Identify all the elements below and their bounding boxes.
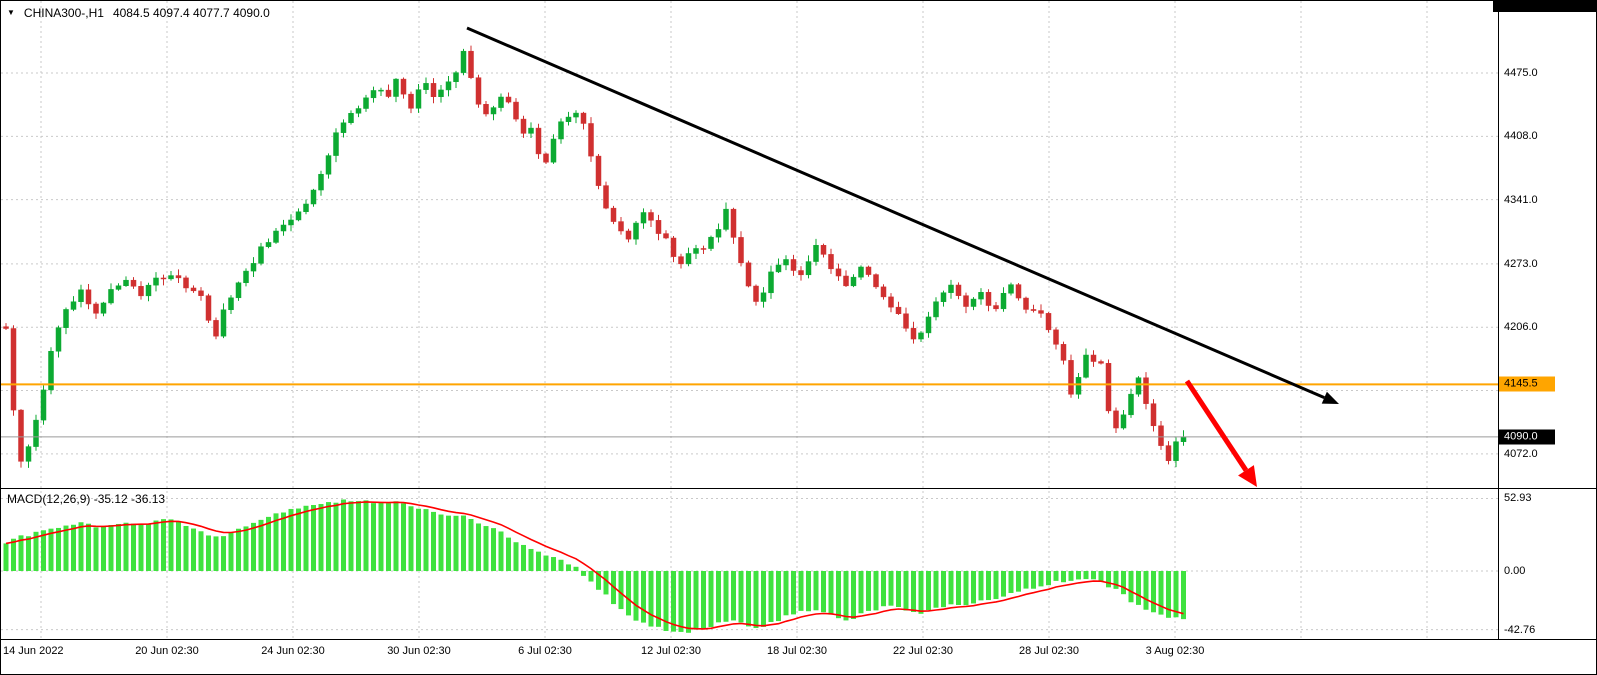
time-axis-label: 24 Jun 02:30 bbox=[261, 645, 325, 657]
price-axis-label: 4206.0 bbox=[1504, 321, 1538, 334]
current-price-badge: 4090.0 bbox=[1499, 429, 1555, 445]
orange-price-badge: 4145.5 bbox=[1499, 376, 1555, 392]
macd-indicator-label: MACD(12,26,9) -35.12 -36.13 bbox=[7, 492, 166, 506]
ohlc-values-label: 4084.5 4097.4 4077.7 4090.0 bbox=[112, 6, 270, 20]
time-axis-label: 28 Jul 02:30 bbox=[1019, 645, 1079, 657]
dropdown-triangle-icon[interactable]: ▼ bbox=[7, 8, 15, 17]
time-axis-label: 20 Jun 02:30 bbox=[135, 645, 199, 657]
price-axis-label: 4273.0 bbox=[1504, 257, 1538, 270]
chart-title: ▼ CHINA300-,H1 4084.5 4097.4 4077.7 4090… bbox=[7, 6, 270, 20]
macd-axis-label: -42.76 bbox=[1504, 623, 1536, 636]
corner-decoration bbox=[1493, 1, 1596, 12]
price-axis-label: 4408.0 bbox=[1504, 130, 1538, 143]
price-axis-label: 4475.0 bbox=[1504, 67, 1538, 79]
time-axis-label: 30 Jun 02:30 bbox=[387, 645, 451, 657]
price-axis-label: 4341.0 bbox=[1504, 193, 1538, 206]
price-axis-label: 4072.0 bbox=[1504, 447, 1538, 460]
symbol-timeframe-label: CHINA300-,H1 bbox=[23, 6, 104, 20]
time-axis-label: 12 Jul 02:30 bbox=[641, 645, 701, 657]
time-axis-label: 18 Jul 02:30 bbox=[767, 645, 827, 657]
time-axis-label: 3 Aug 02:30 bbox=[1145, 645, 1205, 657]
time-axis-label: 6 Jul 02:30 bbox=[518, 645, 572, 657]
macd-axis-label: 52.93 bbox=[1504, 492, 1532, 505]
macd-axis-label: 0.00 bbox=[1504, 565, 1526, 577]
time-axis-label: 22 Jul 02:30 bbox=[893, 645, 953, 657]
time-axis-label: 14 Jun 2022 bbox=[3, 645, 64, 657]
